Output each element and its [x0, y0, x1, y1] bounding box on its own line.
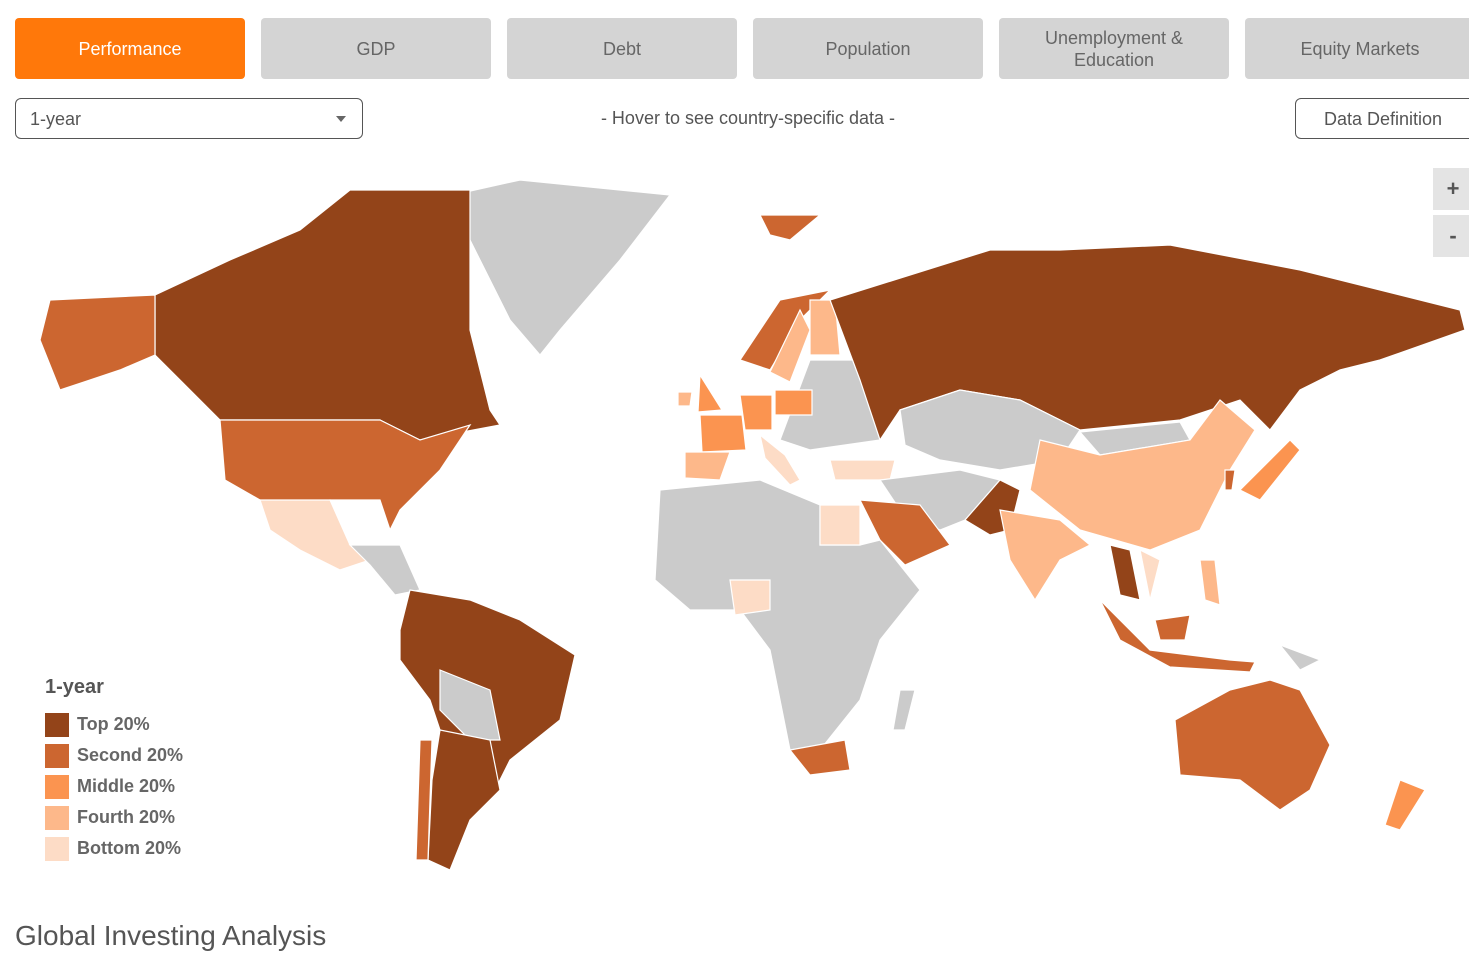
legend-swatch [45, 712, 69, 737]
germany[interactable] [739, 394, 773, 431]
spain[interactable] [684, 451, 731, 481]
tab[interactable]: Equity Markets [1245, 18, 1469, 79]
australia[interactable] [1174, 679, 1331, 811]
legend-item: Top 20% [45, 709, 183, 740]
nigeria[interactable] [729, 579, 771, 616]
thailand[interactable] [1109, 544, 1141, 601]
legend-swatch [45, 836, 69, 861]
legend-swatch [45, 774, 69, 799]
philippines[interactable] [1199, 559, 1221, 606]
data-definition-button[interactable]: Data Definition [1295, 98, 1469, 139]
japan[interactable] [1238, 439, 1301, 501]
legend-swatch [45, 743, 69, 768]
legend-label: Bottom 20% [77, 838, 182, 858]
zoom-out[interactable]: - [1433, 215, 1469, 257]
tab-bar: Performance GDP Debt Population Unemployment… [15, 18, 1469, 79]
central-america[interactable] [348, 544, 421, 596]
new-zealand[interactable] [1384, 779, 1426, 831]
footer-title: Global Investing Analysis [15, 920, 327, 951]
argentina[interactable] [427, 729, 501, 871]
chile[interactable] [415, 739, 433, 861]
legend-title: 1-year [45, 676, 104, 698]
vietnam[interactable] [1139, 548, 1161, 601]
usa[interactable] [219, 419, 472, 532]
finland[interactable] [809, 299, 841, 356]
legend-item: Bottom 20% [45, 833, 183, 864]
madagascar[interactable] [892, 689, 916, 731]
countries [39, 179, 1466, 871]
egypt[interactable] [819, 504, 861, 546]
indonesia[interactable] [1099, 599, 1256, 673]
greenland[interactable] [428, 179, 672, 356]
legend-item: Second 20% [45, 740, 183, 771]
legend-label: Second 20% [77, 745, 184, 765]
tab[interactable]: Unemployment & Education [999, 18, 1229, 79]
canada[interactable] [154, 189, 502, 441]
turkey[interactable] [829, 459, 896, 481]
period-dropdown[interactable]: 1-year [15, 98, 363, 139]
legend-item: Middle 20% [45, 771, 183, 802]
tab[interactable]: Debt [507, 18, 737, 79]
poland[interactable] [774, 389, 813, 416]
tab[interactable]: Population [753, 18, 983, 79]
india[interactable] [999, 509, 1092, 602]
iceland[interactable] [759, 214, 822, 241]
korea[interactable] [1224, 469, 1236, 491]
legend-label: Top 20% [77, 714, 150, 734]
png[interactable] [1278, 643, 1322, 671]
south-africa[interactable] [788, 739, 851, 776]
italy[interactable] [759, 433, 801, 486]
ireland[interactable] [677, 391, 693, 407]
legend: 1-year Top 20% Second 20% Middle 20% Fourth… [45, 676, 183, 864]
hover-hint: - Hover to see country-specific data - [600, 108, 896, 128]
mexico[interactable] [259, 499, 372, 571]
saudi-arabia[interactable] [858, 499, 951, 566]
world-map [39, 179, 1466, 871]
france[interactable] [699, 414, 747, 453]
legend-swatch [45, 805, 69, 830]
legend-label: Middle 20% [77, 776, 176, 796]
legend-label: Fourth 20% [77, 807, 176, 827]
uk[interactable] [697, 373, 724, 413]
tab[interactable]: Performance [15, 18, 245, 79]
tab[interactable]: GDP [261, 18, 491, 79]
alaska[interactable] [39, 294, 156, 391]
legend-item: Fourth 20% [45, 802, 183, 833]
malaysia[interactable] [1154, 614, 1191, 641]
zoom-in[interactable]: + [1433, 168, 1469, 210]
